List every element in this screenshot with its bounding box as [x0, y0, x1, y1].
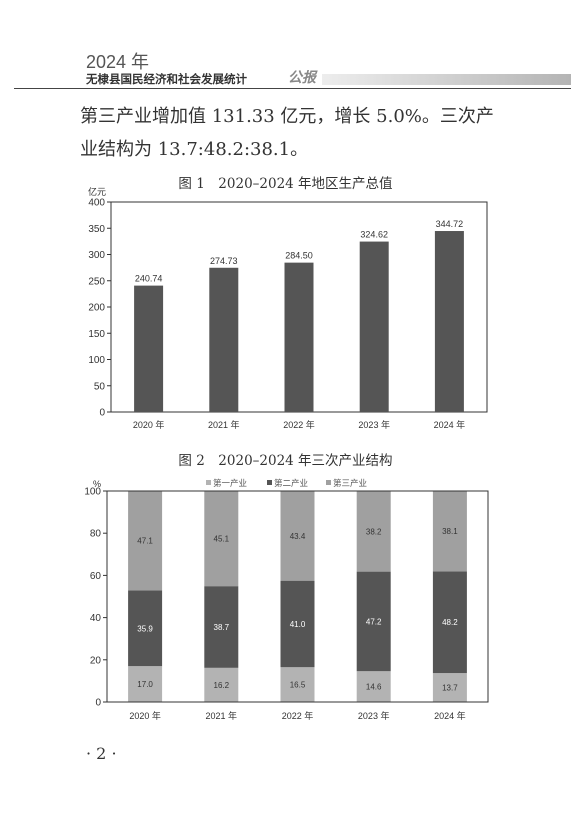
legend: 第一产业 第二产业 第三产业: [206, 478, 367, 488]
segment-value-label: 16.5: [290, 681, 306, 690]
x-tick-label: 2023 年: [358, 710, 390, 721]
x-tick-label: 2021 年: [208, 419, 240, 430]
y-tick-label: 0: [99, 408, 105, 419]
structure-segment: [280, 491, 315, 581]
structure-segment: [432, 673, 467, 702]
legend-label: 第一产业: [213, 478, 247, 488]
y-tick-label: 350: [88, 224, 105, 235]
y-tick-label: 0: [95, 698, 101, 709]
y-tick-label: 150: [88, 329, 105, 340]
structure-segment: [128, 666, 163, 702]
gdp-value-label: 274.73: [210, 256, 238, 266]
gdp-value-label: 344.72: [436, 219, 464, 229]
segment-value-label: 38.7: [214, 623, 230, 632]
segment-value-label: 17.0: [137, 680, 153, 689]
segment-value-label: 35.9: [137, 624, 153, 633]
gdp-value-label: 284.50: [285, 251, 313, 261]
x-tick-label: 2023 年: [358, 419, 390, 430]
segment-value-label: 48.2: [442, 618, 458, 627]
structure-segment: [128, 590, 163, 667]
legend-swatch: [206, 480, 211, 485]
page-number: · 2 ·: [86, 744, 117, 763]
segment-value-label: 38.1: [442, 527, 458, 536]
body-line-2: 业结构为 13.7:48.2:38.1。: [80, 139, 309, 160]
x-tick-label: 2024 年: [434, 419, 466, 430]
segment-value-label: 38.2: [366, 527, 382, 536]
x-tick-label: 2020 年: [129, 710, 161, 721]
header-title-suffix: 公报: [288, 70, 316, 86]
legend-label: 第二产业: [274, 478, 308, 488]
figure-2-title: 图 2 2020–2024 年三次产业结构: [178, 453, 393, 469]
segment-value-label: 13.7: [442, 684, 458, 693]
legend-swatch: [267, 480, 272, 485]
industry-structure-chart: % 第一产业 第二产业 第三产业 0 20 40 60 80 100 17.0 35.9 47.1 202…: [84, 478, 489, 721]
gdp-value-label: 324.62: [360, 230, 388, 240]
gdp-bar: [209, 267, 239, 412]
segment-value-label: 14.6: [366, 683, 382, 692]
plot-frame: [106, 490, 489, 703]
y-axis-unit: %: [93, 479, 101, 489]
structure-segment: [432, 491, 467, 572]
segment-value-label: 43.4: [290, 532, 306, 541]
gdp-bar: [434, 231, 464, 412]
header-title-row: 无棣县国民经济和社会发展统计 公报: [86, 70, 571, 87]
structure-segment: [204, 667, 239, 702]
gdp-bar-chart: 亿元 0 50 100 150 200 250 300 350 400 240.74 2020 年 27…: [88, 186, 488, 430]
y-tick-label: 50: [94, 381, 106, 392]
y-tick-label: 100: [88, 355, 105, 366]
legend-label: 第三产业: [333, 478, 367, 488]
gdp-bar: [359, 241, 389, 412]
y-tick-label: 200: [88, 303, 105, 314]
segment-value-label: 45.1: [214, 535, 230, 544]
y-tick-label: 300: [88, 250, 105, 261]
y-tick-label: 400: [88, 198, 105, 209]
structure-segment: [204, 491, 239, 587]
header-rule: [14, 88, 571, 89]
structure-segment: [356, 571, 391, 672]
y-tick-label: 80: [90, 529, 102, 540]
x-tick-label: 2020 年: [133, 419, 165, 430]
structure-segment: [204, 586, 239, 668]
structure-segment: [356, 491, 391, 572]
y-tick-label: 60: [90, 571, 102, 582]
x-tick-label: 2022 年: [282, 710, 314, 721]
structure-segment: [432, 571, 467, 674]
legend-swatch: [326, 480, 331, 485]
structure-segment: [280, 580, 315, 668]
y-axis-unit: 亿元: [88, 186, 106, 197]
structure-segment: [356, 671, 391, 702]
y-tick-label: 20: [90, 655, 102, 666]
segment-value-label: 16.2: [214, 681, 230, 690]
header-title: 无棣县国民经济和社会发展统计: [86, 72, 247, 86]
x-tick-label: 2022 年: [283, 419, 315, 430]
y-tick-label: 250: [88, 276, 105, 287]
x-tick-label: 2024 年: [434, 710, 466, 721]
segment-value-label: 41.0: [290, 620, 306, 629]
body-line-1: 第三产业增加值 131.33 亿元，增长 5.0%。三次产: [80, 106, 494, 127]
gdp-bar: [134, 285, 164, 412]
figure-1-title: 图 1 2020–2024 年地区生产总值: [178, 176, 393, 192]
x-tick-label: 2021 年: [206, 710, 238, 721]
gdp-bar: [284, 262, 314, 412]
structure-segment: [280, 667, 315, 702]
segment-value-label: 47.2: [366, 617, 382, 626]
y-tick-label: 100: [84, 487, 101, 498]
structure-segment: [128, 491, 163, 591]
body-paragraph: 第三产业增加值 131.33 亿元，增长 5.0%。三次产 业结构为 13.7:…: [80, 100, 520, 166]
gdp-value-label: 240.74: [135, 274, 163, 284]
header-band: [322, 74, 571, 85]
header-year: 2024 年: [86, 52, 150, 72]
segment-value-label: 47.1: [137, 537, 153, 546]
y-tick-label: 40: [90, 613, 102, 624]
